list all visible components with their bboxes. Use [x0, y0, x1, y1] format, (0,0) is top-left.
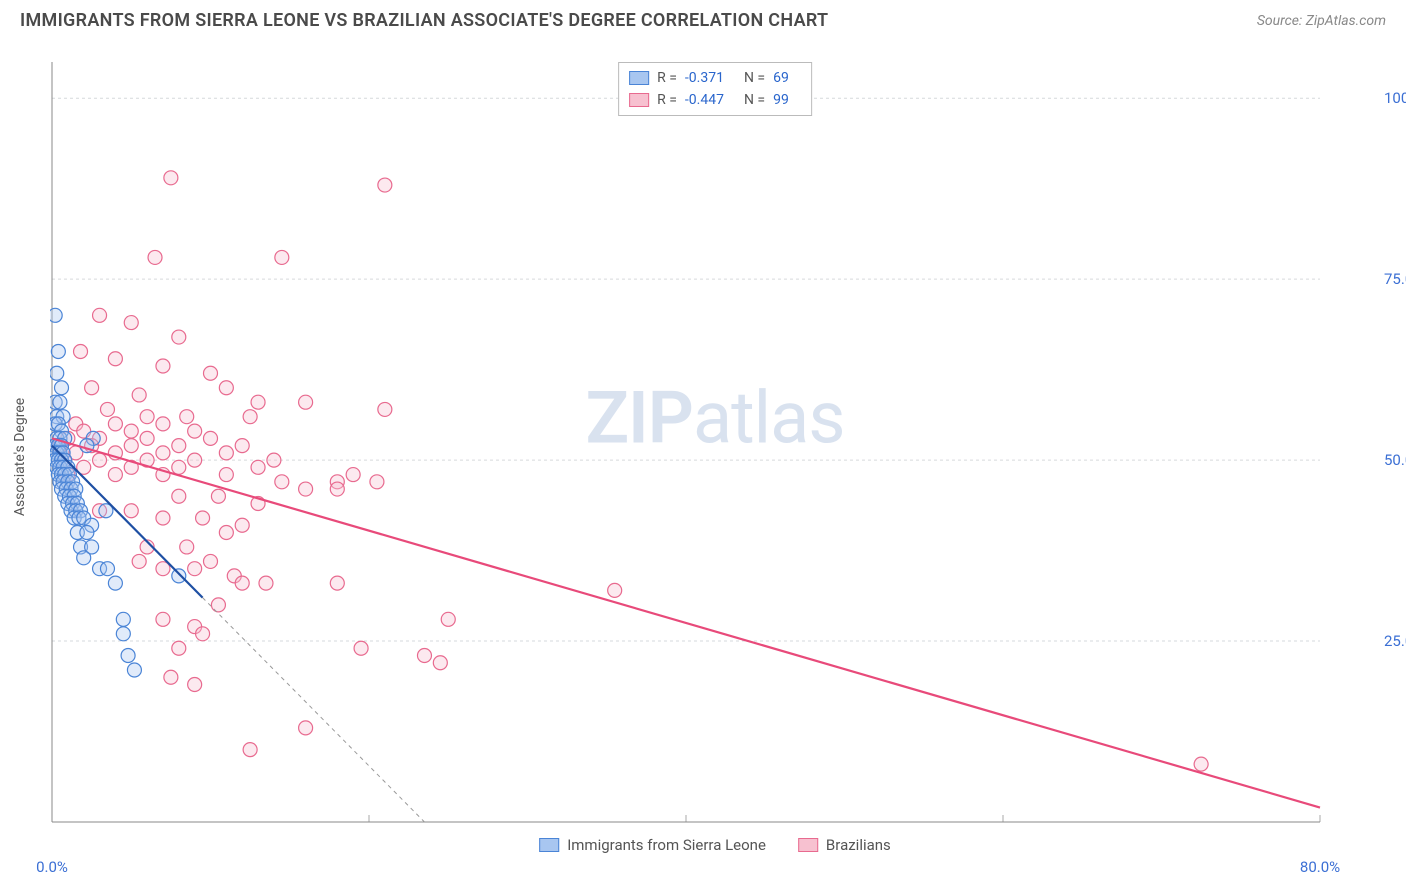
r-label: R = — [657, 67, 677, 89]
source-attribution: Source: ZipAtlas.com — [1257, 13, 1386, 29]
y-axis-label: Associate's Degree — [12, 398, 28, 516]
legend-item-series-1: Immigrants from Sierra Leone — [539, 836, 766, 854]
n-value-series-1: 69 — [773, 67, 789, 89]
y-tick-label: 100.0% — [1384, 89, 1406, 107]
x-tick-label: 80.0% — [1300, 858, 1340, 876]
legend-correlation-box: R = -0.371 N = 69 R = -0.447 N = 99 — [618, 62, 812, 116]
scatter-plot-svg — [50, 62, 1380, 852]
y-tick-label: 75.0% — [1384, 270, 1406, 288]
legend-swatch-icon — [798, 838, 818, 852]
x-tick-label: 0.0% — [36, 858, 68, 876]
r-value-series-2: -0.447 — [685, 89, 724, 111]
legend-row-series-2: R = -0.447 N = 99 — [629, 89, 801, 111]
r-label: R = — [657, 89, 677, 111]
legend-series-box: Immigrants from Sierra Leone Brazilians — [539, 836, 891, 854]
legend-swatch-icon — [539, 838, 559, 852]
n-label: N = — [744, 89, 765, 111]
legend-row-series-1: R = -0.371 N = 69 — [629, 67, 801, 89]
n-value-series-2: 99 — [773, 89, 789, 111]
title-bar: IMMIGRANTS FROM SIERRA LEONE VS BRAZILIA… — [0, 0, 1406, 37]
legend-swatch-series-2 — [629, 93, 649, 107]
y-tick-label: 25.0% — [1384, 632, 1406, 650]
legend-swatch-series-1 — [629, 71, 649, 85]
n-label: N = — [744, 67, 765, 89]
legend-label-series-2: Brazilians — [826, 836, 891, 854]
chart-container: Associate's Degree ZIPatlas R = -0.371 N… — [50, 62, 1380, 852]
legend-label-series-1: Immigrants from Sierra Leone — [567, 836, 766, 854]
y-tick-label: 50.0% — [1384, 451, 1406, 469]
r-value-series-1: -0.371 — [685, 67, 724, 89]
legend-item-series-2: Brazilians — [798, 836, 891, 854]
chart-title: IMMIGRANTS FROM SIERRA LEONE VS BRAZILIA… — [20, 10, 828, 31]
